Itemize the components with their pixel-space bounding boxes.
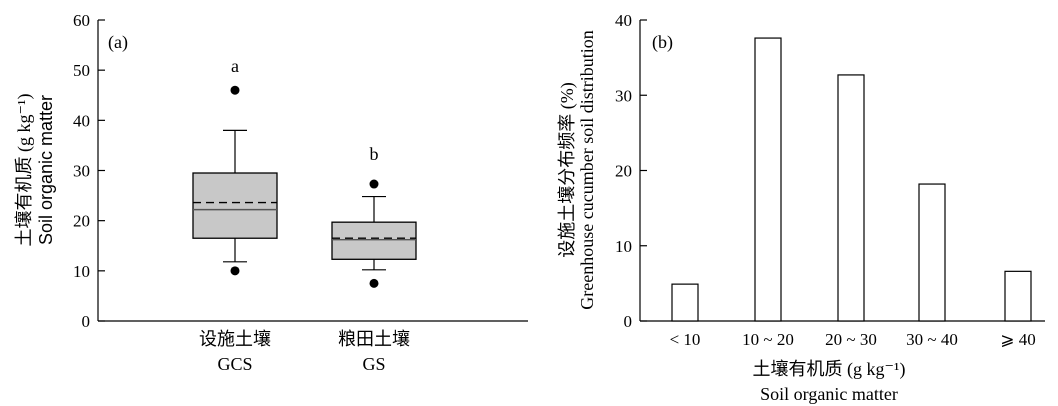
box-gs-outlier (369, 278, 379, 288)
panel-a-significance-letters: a b (231, 56, 379, 164)
panel-b-y-tick-label: 30 (615, 86, 632, 105)
bar-2 (754, 37, 782, 322)
panel-a-y-tick-label: 30 (73, 162, 90, 181)
panel-a-y-tick-label: 50 (73, 61, 90, 80)
box-gs-label-cn: 粮田土壤 (338, 329, 410, 349)
box-gs-letter: b (370, 144, 379, 164)
box-gcs-letter: a (231, 56, 239, 76)
box-gs-iqr (331, 221, 417, 260)
box-gcs-iqr (192, 172, 278, 239)
panel-a: 0 10 20 30 40 50 60 (a) 土壤有机质 (g kg⁻¹) Soil or… (14, 11, 528, 374)
x-tick-label-2: 10 ~ 20 (742, 330, 794, 349)
panel-b-y-tick-label: 40 (615, 11, 632, 30)
bar-3 (837, 74, 865, 322)
bar-4 (918, 183, 946, 322)
panel-b-ylabel-en: Greenhouse cucumber soil distribution (577, 30, 597, 309)
panel-b-y-tick-label: 10 (615, 237, 632, 256)
bar-1 (671, 283, 699, 322)
panel-b: 0 10 20 30 40 (b) 设施土壤分布频率 (%) Greenhouse cu… (557, 11, 1045, 404)
panel-a-y-tick-label: 60 (73, 11, 90, 30)
box-gcs-outlier (230, 85, 240, 95)
panel-a-label: (a) (108, 32, 128, 53)
panel-b-y-tick-label: 20 (615, 162, 632, 181)
panel-b-y-ticks: 0 10 20 30 40 (615, 11, 647, 331)
panel-a-y-tick-label: 10 (73, 262, 90, 281)
panel-b-xlabel-cn: 土壤有机质 (g kg⁻¹) (753, 359, 906, 380)
bar-5 (1004, 270, 1032, 322)
panel-b-x-tick-labels: < 10 10 ~ 20 20 ~ 30 30 ~ 40 ⩾ 40 (670, 330, 1036, 349)
panel-a-y-ticks: 0 10 20 30 40 50 60 (73, 11, 105, 331)
x-tick-label-5: ⩾ 40 (1000, 330, 1036, 349)
panel-b-bars (671, 37, 1032, 322)
box-gcs-label-en: GCS (217, 354, 252, 374)
x-tick-label-3: 20 ~ 30 (825, 330, 877, 349)
panel-b-label: (b) (652, 32, 673, 53)
x-tick-label-1: < 10 (670, 330, 701, 349)
panel-a-axes (97, 20, 528, 322)
panel-a-x-tick-labels: 设施土壤 GCS 粮田土壤 GS (199, 329, 410, 374)
panel-a-ylabel-cn: 土壤有机质 (g kg⁻¹) (14, 94, 35, 247)
box-gs-label-en: GS (362, 354, 385, 374)
panel-a-y-tick-label: 40 (73, 111, 90, 130)
panel-a-ylabel-en: Soil organic matter (36, 95, 56, 245)
panel-b-y-tick-label: 0 (624, 312, 633, 331)
panel-a-y-tick-label: 20 (73, 212, 90, 231)
panel-b-xlabel-en: Soil organic matter (760, 384, 898, 404)
box-gcs-label-cn: 设施土壤 (199, 329, 271, 349)
panel-b-y-axis-title: 设施土壤分布频率 (%) Greenhouse cucumber soil di… (557, 30, 597, 309)
box-gcs-outlier (230, 266, 240, 276)
panel-a-y-axis-title: 土壤有机质 (g kg⁻¹) Soil organic matter (14, 94, 56, 247)
box-gs-outlier (369, 179, 379, 189)
x-tick-label-4: 30 ~ 40 (906, 330, 958, 349)
panel-a-y-tick-label: 0 (82, 312, 91, 331)
panel-b-ylabel-cn: 设施土壤分布频率 (%) (557, 82, 578, 257)
panel-a-boxes (192, 85, 417, 288)
